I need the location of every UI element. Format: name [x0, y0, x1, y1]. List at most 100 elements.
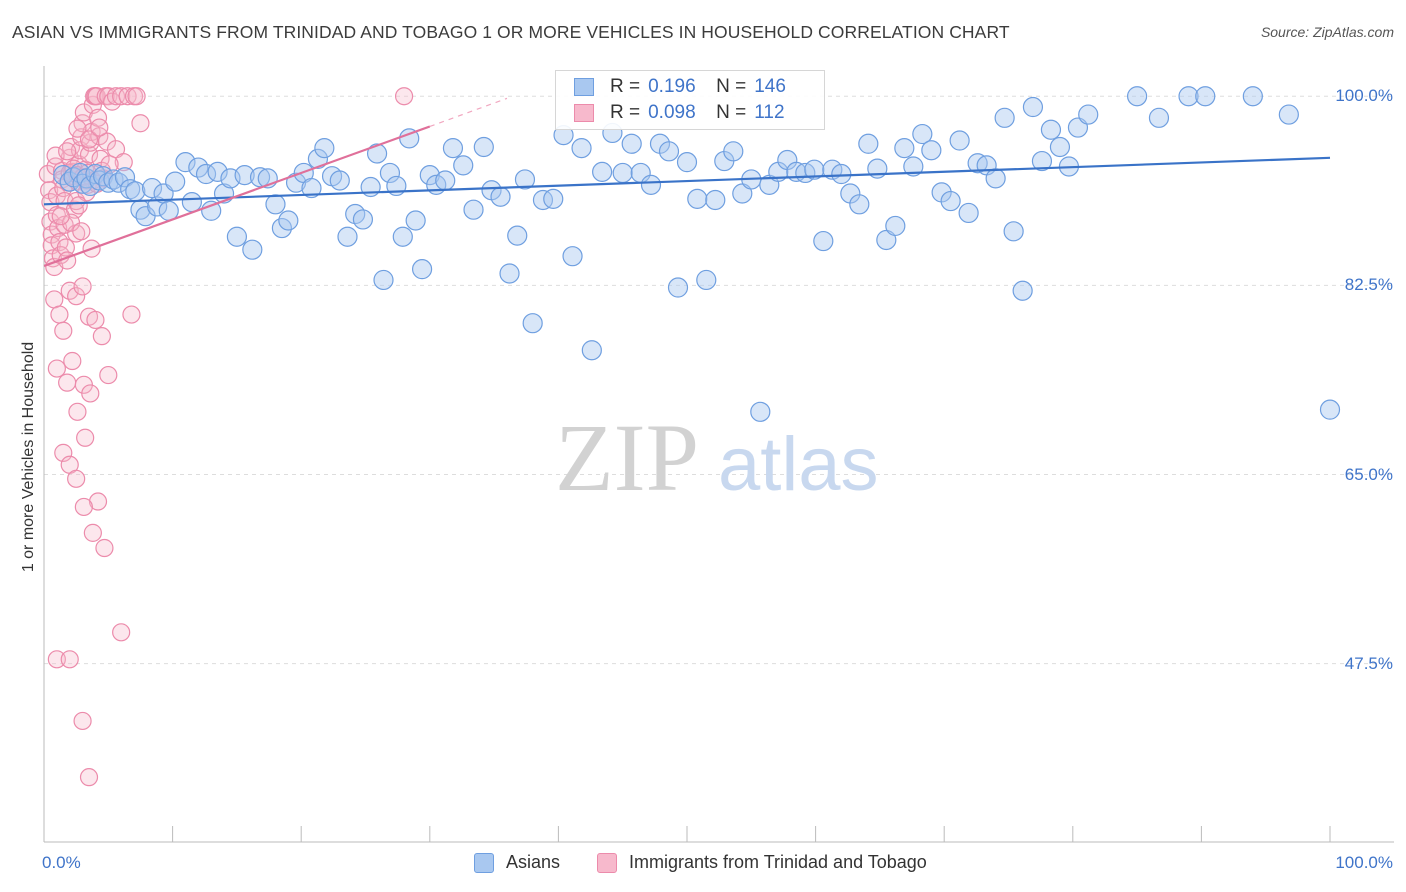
trinidad-point — [72, 222, 91, 241]
y-tick-label: 100.0% — [1335, 86, 1393, 106]
asians-point — [265, 194, 286, 215]
trinidad-point — [122, 305, 141, 324]
trend-lines — [43, 97, 1331, 267]
asians-point — [723, 141, 744, 162]
asians-point — [958, 202, 979, 224]
legend-swatch-asians — [574, 78, 594, 96]
asians-point — [1178, 86, 1199, 107]
asians-point — [676, 152, 698, 173]
trinidad-point — [63, 351, 82, 371]
trinidad-point — [394, 87, 414, 106]
asians-point — [1003, 221, 1024, 242]
asians-point — [201, 200, 222, 221]
trinidad-point — [88, 108, 108, 127]
asians-point — [592, 161, 613, 182]
legend-label-asians: Asians — [506, 852, 561, 872]
asians-point — [813, 230, 834, 252]
trinidad-point — [47, 359, 66, 378]
asians-point — [543, 188, 564, 209]
asians-point — [640, 174, 662, 195]
asians-point — [242, 239, 263, 260]
correlation-legend: R = 0.196 N = 146 R = 0.098 N = 112 — [555, 70, 825, 130]
asians-point — [405, 210, 426, 231]
asians-point — [532, 189, 554, 211]
asians-point — [1278, 104, 1299, 125]
trinidad-point — [67, 469, 86, 488]
legend-item-trinidad[interactable]: Immigrants from Trinidad and Tobago — [597, 852, 927, 873]
asians-point — [705, 189, 726, 211]
legend-row-asians: R = 0.196 N = 146 — [574, 75, 786, 99]
series-trinidad-points — [38, 87, 414, 787]
trinidad-point — [68, 119, 87, 138]
asians-point — [442, 137, 464, 159]
trinidad-point — [67, 287, 86, 306]
asians-point — [1022, 96, 1044, 118]
trinidad-point — [50, 305, 69, 324]
asians-point — [1148, 107, 1170, 128]
asians-point — [849, 194, 870, 215]
trinidad-point — [92, 327, 111, 346]
asians-trend-line — [43, 156, 1331, 206]
trinidad-point — [127, 87, 146, 106]
trinidad-trend-line — [43, 125, 431, 267]
trinidad-point — [58, 373, 77, 392]
asians-point — [337, 226, 358, 247]
asians-point — [696, 269, 717, 291]
trinidad-point — [83, 523, 102, 542]
trinidad-trend-extension — [429, 97, 508, 128]
y-tick-label: 65.0% — [1344, 464, 1393, 484]
asians-point — [1242, 86, 1263, 107]
asians-point — [392, 226, 413, 247]
trinidad-point — [42, 225, 61, 244]
asians-point — [307, 148, 329, 170]
trinidad-point — [45, 290, 64, 309]
legend-swatch-trinidad — [574, 104, 594, 122]
trinidad-point — [79, 130, 99, 149]
chart-title: ASIAN VS IMMIGRANTS FROM TRINIDAD AND TO… — [12, 22, 1010, 42]
series-legend: Asians Immigrants from Trinidad and Toba… — [0, 852, 1406, 878]
asians-point — [687, 188, 708, 209]
asians-point — [141, 177, 163, 199]
asians-point — [522, 313, 543, 334]
asians-point — [612, 162, 633, 184]
asians-point — [411, 259, 433, 280]
watermark: ZIP atlas — [555, 404, 879, 511]
asians-point — [994, 107, 1015, 128]
asians-point — [1049, 136, 1071, 158]
trinidad-point — [38, 164, 57, 184]
asians-point — [453, 155, 474, 176]
x-tick-label-max: 100.0% — [1335, 853, 1393, 872]
asians-point — [463, 199, 484, 220]
trinidad-point — [90, 118, 109, 137]
legend-n-value-asians: 146 — [754, 76, 786, 97]
asians-point — [114, 167, 136, 188]
trinidad-point — [131, 114, 150, 133]
asians-point — [985, 168, 1006, 189]
legend-n-label: N = — [716, 76, 747, 97]
trinidad-point — [99, 365, 118, 385]
asians-point — [147, 196, 168, 217]
trinidad-point — [74, 497, 93, 517]
trinidad-point — [76, 428, 95, 447]
asians-point — [366, 143, 388, 164]
trinidad-point — [60, 650, 79, 669]
asians-point — [750, 401, 771, 422]
asians-point — [490, 186, 511, 207]
legend-n-value-trinidad: 112 — [754, 102, 785, 123]
asians-point — [1031, 150, 1053, 172]
asians-point — [181, 192, 202, 213]
legend-item-asians[interactable]: Asians — [474, 852, 560, 873]
asians-point — [234, 165, 255, 186]
trinidad-point — [112, 87, 131, 106]
legend-r-value-asians: 0.196 — [648, 76, 696, 97]
watermark-zip: ZIP — [555, 404, 699, 511]
trinidad-point — [69, 196, 88, 215]
legend-r-label: R = — [610, 76, 641, 97]
asians-point — [903, 156, 924, 177]
asians-point — [562, 246, 583, 267]
asians-point — [804, 159, 825, 180]
asians-point — [894, 137, 915, 159]
asians-point — [278, 210, 299, 231]
trinidad-point — [95, 538, 114, 558]
